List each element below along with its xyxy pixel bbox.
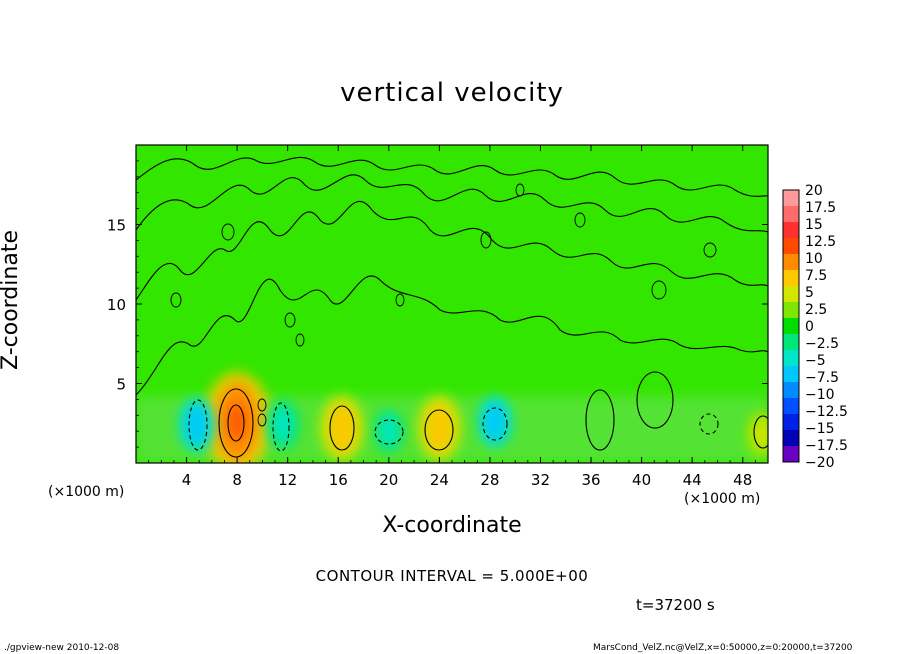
colorbar-swatch <box>783 190 799 206</box>
colorbar-label: −17.5 <box>805 438 848 454</box>
velocity-cell <box>379 414 398 448</box>
x-tick-label: 16 <box>329 471 348 489</box>
x-tick-label: 24 <box>430 471 449 489</box>
colorbar-swatch <box>783 334 799 350</box>
y-tick-label: 10 <box>107 296 126 314</box>
colorbar-swatch <box>783 254 799 270</box>
colorbar-label: 12.5 <box>805 234 836 250</box>
colorbar-frame <box>782 189 800 463</box>
colorbar-label: −5 <box>805 353 826 369</box>
colorbar-swatch <box>783 398 799 414</box>
colorbar-label: 0 <box>805 319 814 335</box>
colorbar-swatch <box>783 446 799 462</box>
colorbar-label: −7.5 <box>805 370 839 386</box>
colorbar-label: 20 <box>805 183 823 199</box>
time-label: t=37200 s <box>636 596 715 614</box>
x-tick-label: 28 <box>480 471 499 489</box>
colorbar-label: 15 <box>805 217 823 233</box>
x-tick-label: 40 <box>632 471 651 489</box>
colorbar-swatch <box>783 302 799 318</box>
y-tick-label: 5 <box>116 376 126 394</box>
contour-lines <box>136 156 768 458</box>
velocity-cell <box>272 406 293 444</box>
velocity-cell <box>425 402 454 454</box>
x-tick-label: 20 <box>379 471 398 489</box>
footer-data-source: MarsCond_VelZ.nc@VelZ,x=0:50000,z=0:2000… <box>593 643 853 653</box>
colorbar-swatch <box>783 430 799 446</box>
colorbar-swatch <box>783 414 799 430</box>
colorbar-label: −12.5 <box>805 404 848 420</box>
chart-title: vertical velocity <box>340 78 564 108</box>
colorbar-swatch <box>783 238 799 254</box>
velocity-cell <box>185 404 209 446</box>
x-tick-label: 4 <box>182 471 192 489</box>
colorbar-label: −10 <box>805 387 835 403</box>
x-unit-label-left: (×1000 m) <box>48 484 125 500</box>
colorbar-label: 17.5 <box>805 200 836 216</box>
y-axis-label: Z-coordinate <box>0 230 23 370</box>
colorbar-label: −15 <box>805 421 835 437</box>
colorbar-label: 5 <box>805 285 814 301</box>
x-axis-label: X-coordinate <box>382 513 522 538</box>
x-tick-label: 32 <box>531 471 550 489</box>
colorbar-swatch <box>783 286 799 302</box>
velocity-features <box>136 371 768 463</box>
x-tick-label: 8 <box>232 471 242 489</box>
colorbar-swatch <box>783 366 799 382</box>
colorbar-swatch <box>783 318 799 334</box>
velocity-cell <box>751 415 768 453</box>
colorbar-swatch <box>783 270 799 286</box>
y-axis: 5 10 15 <box>107 144 768 464</box>
colorbar-swatch <box>783 206 799 222</box>
colorbar-swatch <box>783 222 799 238</box>
velocity-cell <box>328 402 356 454</box>
colorbar-label: −20 <box>805 455 835 471</box>
y-tick-label: 15 <box>107 217 126 235</box>
colorbar-label: 7.5 <box>805 268 827 284</box>
colorbar-swatch <box>783 382 799 398</box>
colorbar-label: 10 <box>805 251 823 267</box>
plot-area <box>136 145 768 463</box>
x-tick-label: 48 <box>733 471 752 489</box>
contour-interval-text: CONTOUR INTERVAL = 5.000E+00 <box>315 567 589 585</box>
x-unit-label-right: (×1000 m) <box>684 491 761 507</box>
colorbar-label: 2.5 <box>805 302 827 318</box>
x-axis: 4 8 12 16 20 24 28 32 36 40 44 48 <box>135 145 769 489</box>
colorbar: 2017.51512.5107.552.50−2.5−5−7.5−10−12.5… <box>782 183 848 471</box>
velocity-cell <box>484 401 506 442</box>
x-tick-label: 12 <box>278 471 297 489</box>
footer-program-date: ./gpview-new 2010-12-08 <box>4 643 120 653</box>
colorbar-swatch <box>783 350 799 366</box>
colorbar-label: −2.5 <box>805 336 839 352</box>
x-tick-label: 44 <box>683 471 702 489</box>
x-tick-label: 36 <box>581 471 600 489</box>
